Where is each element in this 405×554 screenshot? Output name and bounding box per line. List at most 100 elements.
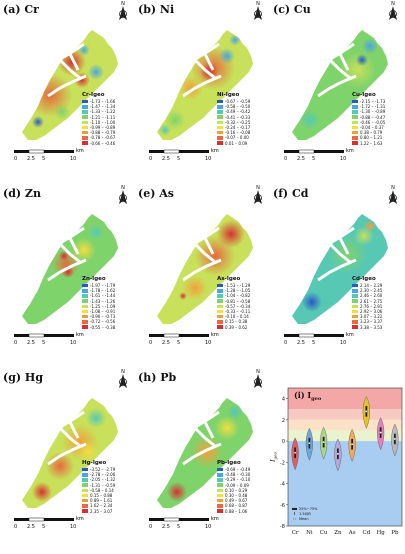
y-tick-label: 2 <box>282 418 285 424</box>
mean-marker <box>379 431 382 434</box>
legend-swatch <box>217 473 223 477</box>
legend-range: 2.14 – 2.29 <box>360 283 383 289</box>
legend-row: -0.88 – -0.47 <box>352 115 385 120</box>
river <box>193 58 216 80</box>
legend-row: 0.68 – 0.87 <box>217 503 250 508</box>
legend-swatch <box>217 309 223 314</box>
river <box>203 421 215 439</box>
legend-swatch <box>352 309 358 314</box>
hotspot <box>215 416 239 440</box>
legend-row: -0.48 – -0.30 <box>217 472 250 477</box>
legend-row: -1.53 – -1.29 <box>217 283 250 288</box>
legend-swatch <box>217 99 223 104</box>
scale-label: 2.5 <box>162 156 170 162</box>
scale-bar: 0 2.5 5 10 km <box>149 516 219 532</box>
legend-swatch <box>82 473 88 477</box>
scale-label: 0 <box>149 340 153 346</box>
scale-label: 10 <box>70 524 77 530</box>
legend-title: Cu-Igeo <box>352 92 376 98</box>
legend-swatch <box>82 110 88 114</box>
scale-label: 0 <box>284 156 288 162</box>
legend-range: 0.38 – 0.79 <box>360 130 383 136</box>
scale-unit: km <box>346 148 354 154</box>
scale-bar: 0 2.5 5 10 km <box>149 332 219 348</box>
legend-swatch <box>82 136 88 140</box>
scale-label: 5 <box>42 156 46 162</box>
north-label: N <box>121 1 125 7</box>
river <box>328 58 351 80</box>
legend-zn: Zn-Igeo -1.97 – -1.79 -1.78 – -1.62 -1.61 –… <box>82 276 115 330</box>
legend-row: -1.43 – -1.26 <box>82 299 115 304</box>
legend-row: 0.30 – 0.48 <box>217 493 250 498</box>
river <box>193 242 216 264</box>
river <box>203 53 215 71</box>
hotspot <box>219 48 235 64</box>
hotspot <box>179 462 199 482</box>
legend-swatch <box>82 299 88 303</box>
legend-swatch <box>352 99 358 104</box>
legend-range: -0.57 – -0.34 <box>225 303 251 309</box>
legend-swatch <box>82 120 88 125</box>
legend-range: -0.99 – -0.89 <box>90 125 116 131</box>
legend-row: -3.52 – -2.79 <box>82 467 115 472</box>
legend-swatch <box>217 110 223 114</box>
legend-swatch <box>217 304 223 309</box>
legend-range: -2.05 – -1.32 <box>90 477 116 483</box>
legend-row: -0.88 – -0.79 <box>82 130 115 135</box>
hotspot <box>191 98 211 118</box>
legend-range: -1.72 – -1.31 <box>360 104 386 110</box>
legend-row: -1.21 – -1.11 <box>82 115 115 120</box>
legend-row: -0.46 – -0.05 <box>352 120 385 125</box>
igeo-class-band <box>288 430 402 442</box>
legend-range: -0.41 – -0.33 <box>225 114 251 120</box>
hotspot <box>179 292 187 300</box>
x-tick-label: Cr <box>292 530 299 536</box>
north-label: N <box>121 369 125 375</box>
scale-label: 2.5 <box>297 340 305 346</box>
legend-hg: Hg-Igeo -3.52 – -2.79 -2.78 – -2.06 -2.05 –… <box>82 460 115 514</box>
panel-title: (a) Cr <box>3 3 39 16</box>
legend-row: 2.14 – 2.29 <box>352 283 382 288</box>
north-label: N <box>121 185 125 191</box>
legend-row: 0.38 – 0.79 <box>352 130 385 135</box>
scale-label: 10 <box>340 340 347 346</box>
legend-swatch <box>217 483 223 487</box>
hotspot <box>364 220 376 232</box>
map-pb <box>157 398 253 508</box>
legend-row: -0.58 – -0.50 <box>217 104 250 109</box>
legend-row: 2.92 – 3.06 <box>352 309 382 314</box>
legend-swatch <box>82 498 88 503</box>
legend-range: -0.33 – -0.11 <box>225 309 251 315</box>
legend-range: -0.24 – -0.17 <box>225 125 251 131</box>
legend-range: 2.46 – 2.60 <box>360 293 383 299</box>
legend-range: 2.61 – 2.75 <box>360 298 383 304</box>
legend-swatch <box>217 141 223 145</box>
hotspot <box>300 110 320 130</box>
scale-unit: km <box>346 332 354 338</box>
legend-swatch <box>352 136 358 140</box>
legend-swatch <box>217 504 223 508</box>
river <box>58 58 81 80</box>
map-as <box>157 214 253 324</box>
legend-swatch <box>217 120 223 125</box>
scale-label: 2.5 <box>27 340 35 346</box>
legend-swatch <box>352 105 358 109</box>
igeo-class-band <box>288 388 402 410</box>
hotspot <box>41 70 51 80</box>
legend-swatch <box>217 136 223 140</box>
legend-row: -0.33 – -0.11 <box>217 309 250 314</box>
legend-row: -0.41 – -0.33 <box>217 115 250 120</box>
legend-row: 2.76 – 2.91 <box>352 304 382 309</box>
legend-range: -0.78 – -0.67 <box>90 135 116 141</box>
legend-row: 3.23 – 3.37 <box>352 319 382 324</box>
legend-row: -0.57 – -0.34 <box>217 304 250 309</box>
legend-cd: Cd-Igeo 2.14 – 2.29 2.30 – 2.45 2.46 – 2.60… <box>352 276 382 330</box>
x-tick-label: Ni <box>306 530 313 536</box>
legend-title: Ni-Igeo <box>217 92 240 98</box>
panel-title: (f) Cd <box>273 187 309 200</box>
scale-bar: 0 2.5 5 10 km <box>284 148 354 164</box>
north-arrow-icon: N <box>252 185 264 206</box>
hotspot <box>229 34 241 46</box>
map-panel-cr: (a) Cr N Cr-Igeo -1.73 – -1.66 -1.47 – -1.34… <box>0 0 135 184</box>
